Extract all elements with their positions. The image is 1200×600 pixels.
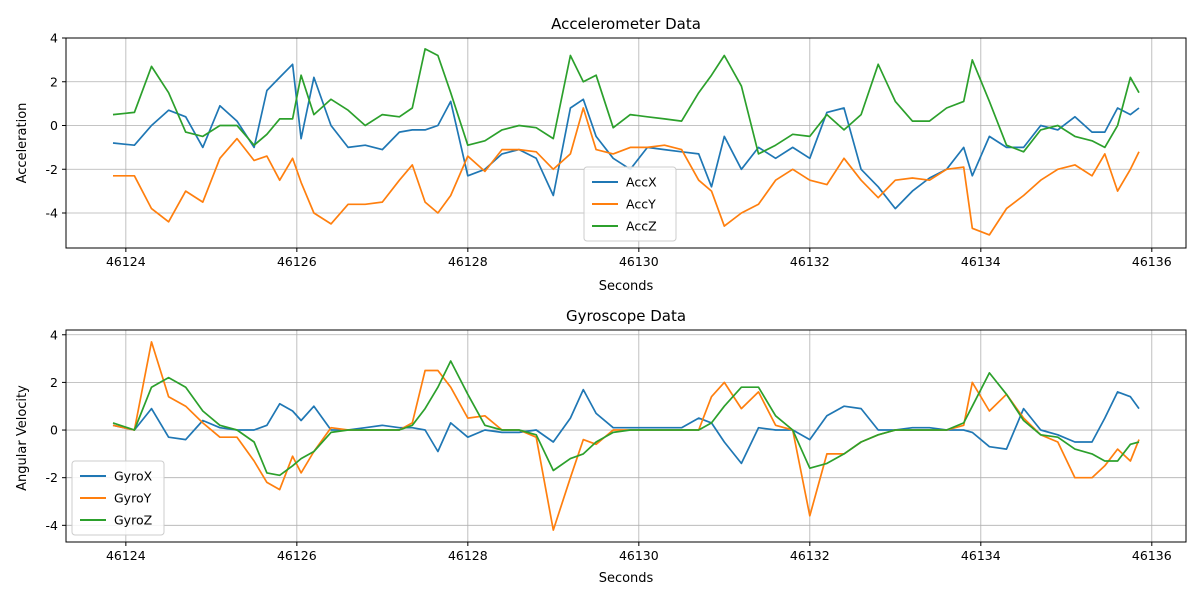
acc-ytick-label-3: 2 — [50, 74, 58, 89]
acc-ytick-label-2: 0 — [50, 118, 58, 133]
gyro-xtick-label-5: 46134 — [961, 548, 1001, 563]
gyroscope-xlabel: Seconds — [599, 571, 654, 586]
accelerometer-title: Accelerometer Data — [551, 15, 701, 33]
gyro-xtick-label-3: 46130 — [619, 548, 659, 563]
gyro-ytick-label-3: 2 — [50, 375, 58, 390]
acc-series-accy — [113, 107, 1140, 236]
acc-legend-label-accy: AccY — [626, 197, 656, 212]
acc-legend-box — [583, 166, 677, 242]
acc-xtick-label-2: 46128 — [448, 254, 488, 269]
gyro-legend: GyroX GyroY GyroZ — [71, 460, 165, 536]
gyro-xtick-label-4: 46132 — [790, 548, 830, 563]
acc-axes-frame — [65, 37, 1187, 249]
gyroscope-ylabel: Angular Velocity — [15, 385, 30, 491]
gyroscope-panel: Gyroscope Data Seconds Angular Velocity … — [15, 307, 1187, 586]
acc-series-accz — [112, 48, 1140, 155]
acc-legend: AccX AccY AccZ — [583, 166, 677, 242]
gyroscope-title: Gyroscope Data — [566, 307, 686, 325]
gyro-series-gyroz — [112, 360, 1140, 477]
gyro-ytick-label-1: -2 — [46, 470, 58, 485]
acc-ytick-label-0: -4 — [46, 206, 59, 221]
gyro-ytick-label-4: 4 — [50, 327, 58, 342]
acc-xtick-label-3: 46130 — [619, 254, 659, 269]
acc-xtick-label-6: 46136 — [1132, 254, 1172, 269]
accelerometer-panel: Accelerometer Data Seconds Acceleration … — [15, 15, 1187, 294]
accelerometer-ylabel: Acceleration — [15, 103, 30, 184]
gyro-series-gyroy — [112, 341, 1140, 531]
gyro-ytick-label-2: 0 — [50, 423, 58, 438]
gyro-legend-label-gyrox: GyroX — [114, 469, 153, 484]
acc-xtick-label-4: 46132 — [790, 254, 830, 269]
gyro-ytick-label-0: -4 — [46, 518, 59, 533]
gyro-legend-box — [71, 460, 165, 536]
acc-legend-label-accz: AccZ — [626, 219, 657, 234]
acc-xtick-label-0: 46124 — [106, 254, 146, 269]
acc-series-accx — [112, 63, 1140, 210]
acc-xtick-label-5: 46134 — [961, 254, 1001, 269]
gyro-legend-label-gyroz: GyroZ — [114, 513, 152, 528]
acc-ytick-label-1: -2 — [46, 162, 58, 177]
gyro-xtick-label-1: 46126 — [277, 548, 317, 563]
acc-ytick-label-4: 4 — [50, 31, 58, 46]
gyro-series-gyrox — [112, 388, 1140, 465]
gyro-legend-label-gyroy: GyroY — [114, 491, 152, 506]
acc-xtick-label-1: 46126 — [277, 254, 317, 269]
gyro-axes-frame — [65, 329, 1187, 543]
accelerometer-xlabel: Seconds — [599, 279, 654, 294]
gyro-xtick-label-2: 46128 — [448, 548, 488, 563]
acc-legend-label-accx: AccX — [626, 175, 657, 190]
gyro-xtick-label-0: 46124 — [106, 548, 146, 563]
gyro-xtick-label-6: 46136 — [1132, 548, 1172, 563]
